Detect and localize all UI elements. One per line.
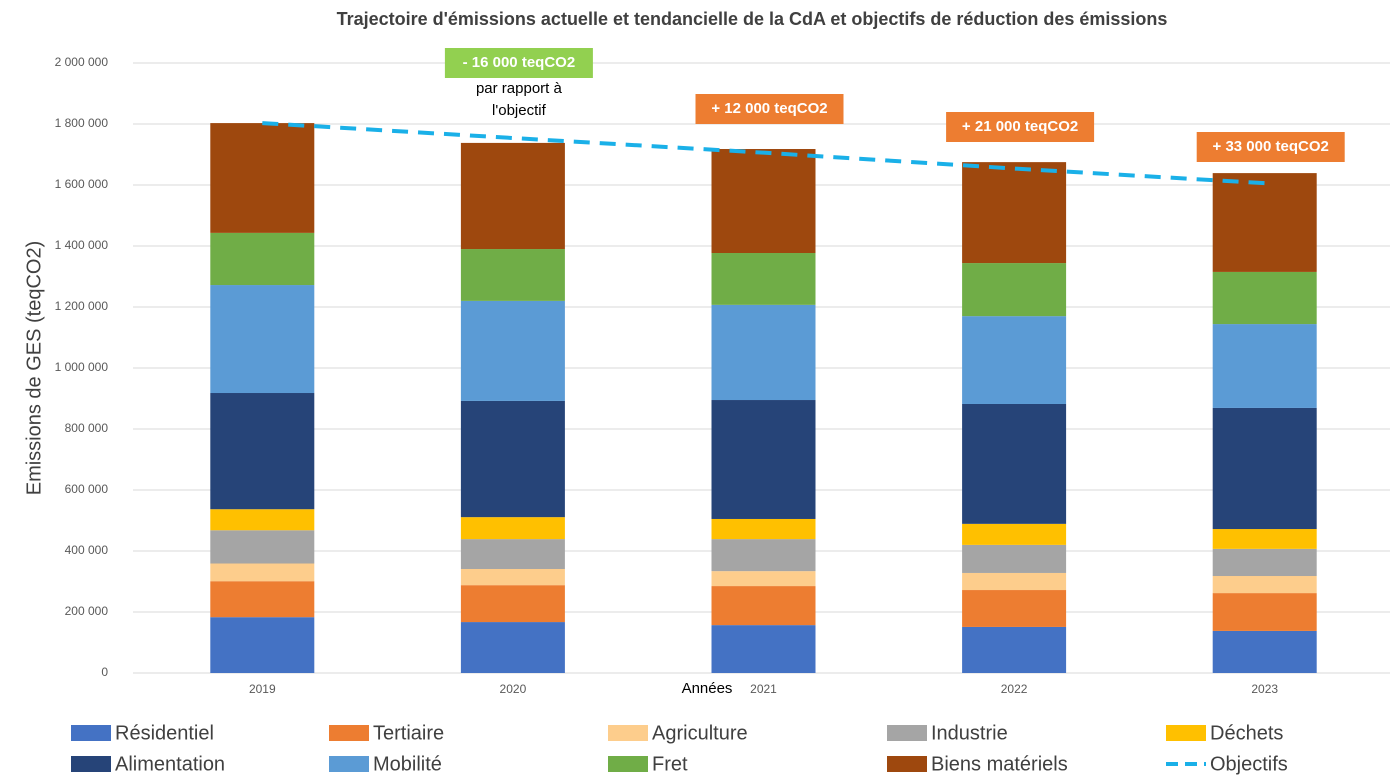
bar-segment xyxy=(1212,548,1317,577)
bar-segment xyxy=(1212,576,1317,594)
bar-segment xyxy=(210,285,315,394)
bar-segment xyxy=(460,585,565,623)
x-axis-label: Années xyxy=(682,680,733,697)
annotation: + 33 000 teqCO2 xyxy=(1213,138,1329,155)
annotation: + 12 000 teqCO2 xyxy=(711,100,827,117)
bar-segment xyxy=(1212,630,1317,673)
legend-swatch xyxy=(329,725,369,741)
bar-segment xyxy=(210,232,315,286)
legend-label: Mobilité xyxy=(373,753,442,775)
legend-swatch xyxy=(608,725,648,741)
bar-segment xyxy=(460,622,565,673)
bar-segment xyxy=(711,149,816,254)
legend-swatch xyxy=(887,725,927,741)
bar-segment xyxy=(1212,324,1317,408)
annotation-note: par rapport à xyxy=(476,80,563,97)
x-tick-label: 2023 xyxy=(1251,682,1278,696)
bar-segment xyxy=(962,162,1067,264)
legend-swatch xyxy=(887,756,927,772)
bar-segment xyxy=(962,263,1067,317)
bar-segment xyxy=(962,316,1067,404)
legend-label: Résidentiel xyxy=(115,722,214,744)
bar-segment xyxy=(711,304,816,401)
y-tick-label: 1 000 000 xyxy=(55,360,109,374)
legend-label: Alimentation xyxy=(115,753,225,775)
bar-segment xyxy=(210,123,315,233)
bar-segment xyxy=(210,530,315,564)
chart-title: Trajectoire d'émissions actuelle et tend… xyxy=(337,9,1168,29)
bar-segment xyxy=(1212,529,1317,549)
x-tick-label: 2020 xyxy=(500,682,527,696)
bar-segment xyxy=(962,523,1067,545)
legend-label: Objectifs xyxy=(1210,753,1288,775)
bar-segment xyxy=(711,400,816,519)
bar-segment xyxy=(1212,407,1317,530)
bar-segment xyxy=(962,572,1067,591)
bar-segment xyxy=(460,300,565,401)
bar-segment xyxy=(460,517,565,540)
bar-segment xyxy=(1212,173,1317,272)
bar-segment xyxy=(711,518,816,540)
bar-segment xyxy=(711,586,816,626)
bar-segment xyxy=(962,403,1067,524)
x-tick-label: 2021 xyxy=(750,682,777,696)
annotation-box xyxy=(695,94,844,124)
legend-swatch xyxy=(329,756,369,772)
legend-label: Déchets xyxy=(1210,722,1283,744)
bar-segment xyxy=(210,617,315,673)
y-tick-label: 400 000 xyxy=(65,543,109,557)
annotation-box xyxy=(946,112,1095,142)
y-tick-label: 1 600 000 xyxy=(55,177,109,191)
bar-segment xyxy=(210,581,315,618)
y-tick-label: 200 000 xyxy=(65,604,109,618)
x-tick-label: 2019 xyxy=(249,682,276,696)
bar-segment xyxy=(460,539,565,569)
bar-segment xyxy=(460,568,565,586)
legend-label: Tertiaire xyxy=(373,722,444,744)
legend-label: Fret xyxy=(652,753,688,775)
y-tick-label: 1 200 000 xyxy=(55,299,109,313)
bar-segment xyxy=(711,571,816,587)
bar-segment xyxy=(460,142,565,250)
legend-swatch xyxy=(1166,725,1206,741)
annotation: - 16 000 teqCO2 xyxy=(463,54,576,71)
bar-segment xyxy=(962,626,1067,673)
y-tick-label: 800 000 xyxy=(65,421,109,435)
bar-segment xyxy=(962,544,1067,573)
legend-label: Biens matériels xyxy=(931,753,1068,775)
bar-segment xyxy=(1212,593,1317,631)
bar-segment xyxy=(962,590,1067,627)
y-tick-label: 1 800 000 xyxy=(55,116,109,130)
bar-segment xyxy=(460,400,565,518)
legend-swatch xyxy=(71,756,111,772)
bar-segment xyxy=(210,563,315,582)
bar-segment xyxy=(210,509,315,531)
y-tick-label: 2 000 000 xyxy=(55,55,109,69)
bar-segment xyxy=(711,625,816,673)
bar-segment xyxy=(711,539,816,572)
bar-segment xyxy=(711,253,816,305)
bar-segment xyxy=(1212,271,1317,325)
annotation-note: l'objectif xyxy=(492,102,547,119)
legend-label: Industrie xyxy=(931,722,1008,744)
bar-segment xyxy=(210,393,315,510)
annotation: + 21 000 teqCO2 xyxy=(962,118,1078,135)
legend-swatch xyxy=(608,756,648,772)
y-tick-label: 0 xyxy=(101,665,108,679)
y-axis-label: Emissions de GES (teqCO2) xyxy=(23,241,45,496)
y-tick-label: 600 000 xyxy=(65,482,109,496)
legend-swatch xyxy=(71,725,111,741)
legend-label: Agriculture xyxy=(652,722,748,744)
y-tick-label: 1 400 000 xyxy=(55,238,109,252)
x-tick-label: 2022 xyxy=(1001,682,1028,696)
annotation-box xyxy=(1196,132,1345,162)
annotation-box xyxy=(444,48,593,78)
objective-line xyxy=(262,121,1265,186)
bar-segment xyxy=(460,249,565,301)
